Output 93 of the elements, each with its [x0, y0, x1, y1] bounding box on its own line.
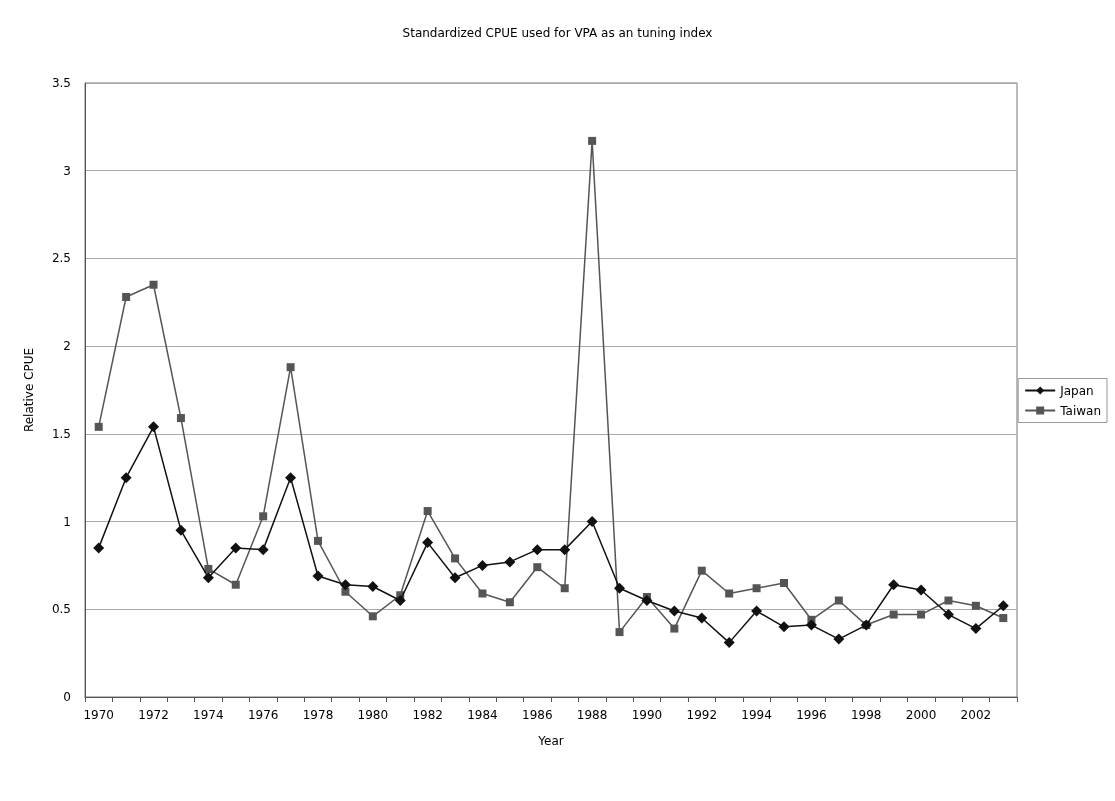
point	[339, 579, 351, 591]
x-axis-title: Year	[537, 734, 564, 748]
point	[668, 605, 680, 617]
legend-label: Taiwan	[1059, 403, 1102, 418]
y-tick-label: 1	[63, 514, 71, 529]
point	[367, 580, 379, 592]
x-tick-label: 1972	[138, 708, 169, 722]
point	[202, 572, 214, 584]
x-tick-label: 1970	[83, 708, 114, 722]
y-axis-title: Relative CPUE	[22, 347, 36, 433]
point	[478, 589, 487, 598]
y-tick-label: 1.5	[51, 426, 71, 441]
point	[394, 595, 406, 607]
point	[257, 544, 269, 556]
point	[531, 544, 543, 556]
point	[670, 624, 679, 633]
point	[834, 596, 843, 605]
point	[259, 512, 268, 521]
point	[120, 472, 132, 484]
point	[286, 363, 295, 372]
point	[533, 563, 542, 572]
point	[778, 621, 790, 633]
x-tick-label: 2000	[905, 708, 937, 722]
point	[230, 542, 242, 554]
point	[122, 293, 131, 302]
point	[697, 566, 706, 575]
point	[888, 579, 900, 591]
point	[999, 614, 1008, 623]
point	[231, 580, 240, 589]
y-tick-label: 2.5	[51, 251, 71, 266]
point	[917, 610, 926, 619]
point	[559, 544, 571, 556]
point	[942, 609, 954, 621]
point	[93, 542, 105, 554]
point	[422, 537, 434, 549]
point	[148, 421, 160, 433]
point	[725, 589, 734, 598]
y-tick-label: 3.5	[51, 76, 71, 90]
point	[997, 600, 1009, 612]
x-tick-label: 1974	[193, 708, 224, 722]
point	[312, 570, 324, 582]
point	[341, 587, 350, 596]
x-tick-label: 1976	[247, 708, 279, 722]
point	[314, 536, 322, 545]
legend-label: Japan	[1059, 383, 1094, 398]
point	[805, 619, 817, 631]
y-tick-label: 0	[63, 690, 71, 704]
x-tick-label: 1982	[412, 708, 443, 722]
point	[751, 605, 763, 617]
point	[588, 136, 597, 145]
point	[285, 472, 297, 484]
point	[449, 572, 461, 584]
point	[560, 584, 569, 593]
point	[423, 507, 432, 516]
x-tick-label: 1998	[850, 708, 882, 722]
point	[889, 610, 898, 619]
chart-title: Standardized CPUE used for VPA as an tuning index	[402, 26, 713, 40]
point	[505, 598, 514, 607]
x-tick-label: 1996	[796, 708, 827, 722]
point	[614, 582, 626, 594]
point	[780, 578, 788, 587]
x-tick-label: 2002	[960, 708, 992, 722]
point	[970, 623, 982, 635]
point	[149, 280, 158, 289]
point	[204, 564, 213, 573]
point	[175, 524, 187, 536]
x-tick-label: 1980	[357, 708, 389, 722]
point	[176, 414, 185, 423]
x-tick-label: 1992	[686, 708, 718, 722]
point	[944, 596, 953, 605]
x-tick-label: 1994	[741, 708, 772, 722]
point	[641, 595, 653, 607]
point	[752, 584, 761, 593]
point	[451, 554, 460, 563]
point	[476, 559, 488, 571]
point	[615, 628, 624, 637]
x-tick-label: 1986	[522, 708, 553, 722]
point	[723, 637, 735, 649]
y-tick-label: 0.5	[51, 602, 71, 617]
point	[368, 612, 377, 621]
point	[94, 422, 103, 431]
point	[833, 633, 845, 645]
point	[915, 584, 927, 596]
x-tick-label: 1988	[576, 708, 608, 722]
x-tick-label: 1978	[302, 708, 334, 722]
x-tick-label: 1984	[467, 708, 498, 722]
point	[504, 556, 516, 568]
point	[971, 601, 980, 610]
point	[586, 516, 598, 528]
y-tick-label: 2	[63, 339, 71, 354]
x-tick-label: 1990	[631, 708, 663, 722]
point	[696, 612, 708, 624]
y-tick-label: 3	[63, 163, 71, 178]
